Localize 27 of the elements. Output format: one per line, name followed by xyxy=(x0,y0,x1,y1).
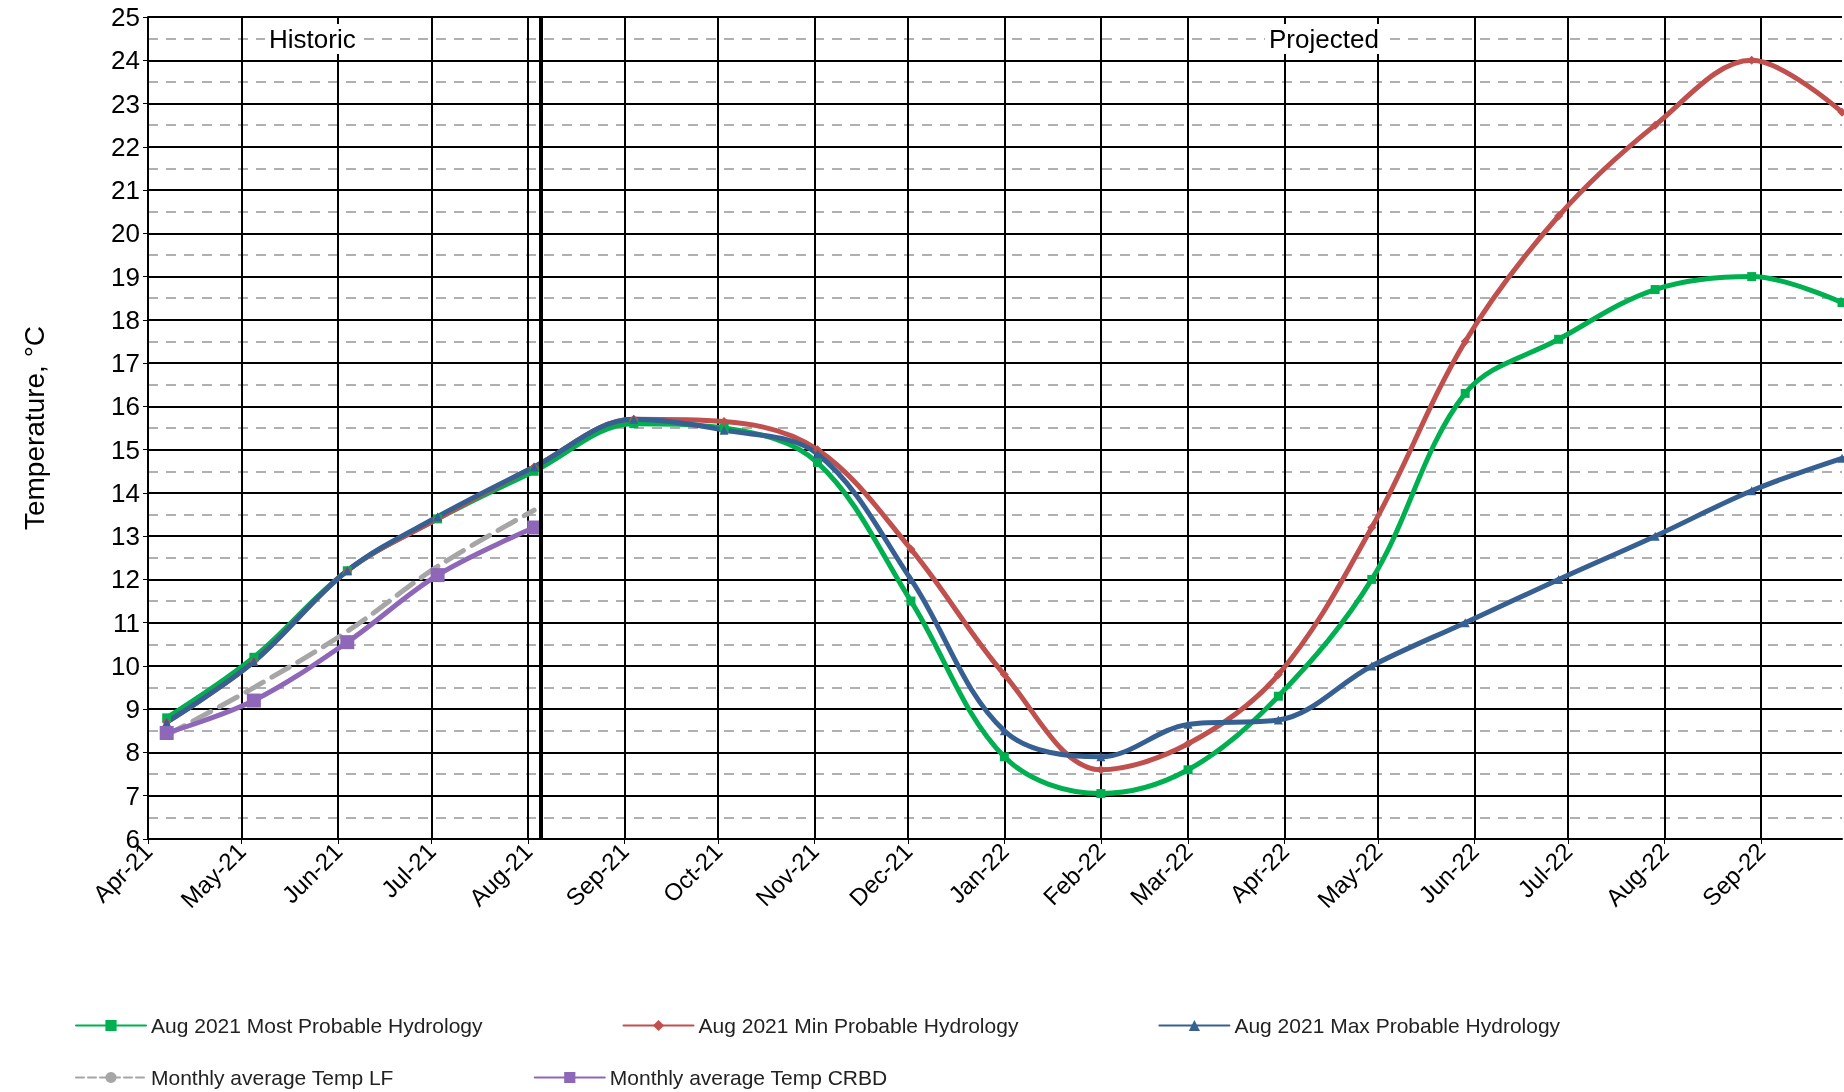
legend-label: Aug 2021 Min Probable Hydrology xyxy=(698,1014,1019,1037)
y-tick-label: 12 xyxy=(111,564,140,595)
y-tick-label: 8 xyxy=(125,737,140,768)
annotation: Historic xyxy=(269,24,356,54)
legend-label: Monthly average Temp CRBD xyxy=(609,1066,888,1089)
y-tick-label: 7 xyxy=(125,780,140,811)
y-tick-label: 24 xyxy=(111,45,140,76)
y-tick-label: 14 xyxy=(111,477,140,508)
y-tick-label: 9 xyxy=(125,694,140,725)
legend-label: Aug 2021 Max Probable Hydrology xyxy=(1234,1014,1561,1037)
y-tick-label: 19 xyxy=(111,261,140,292)
y-tick-label: 18 xyxy=(111,304,140,335)
y-tick-label: 15 xyxy=(111,434,140,465)
y-axis-title: Temperature, °C xyxy=(18,325,50,531)
y-tick-label: 22 xyxy=(111,131,140,162)
y-tick-label: 13 xyxy=(111,521,140,552)
y-tick-label: 23 xyxy=(111,88,140,119)
y-tick-label: 17 xyxy=(111,348,140,379)
legend-label: Monthly average Temp LF xyxy=(151,1066,394,1089)
y-tick-label: 25 xyxy=(111,2,140,32)
y-tick-label: 11 xyxy=(113,607,140,638)
legend-label: Aug 2021 Most Probable Hydrology xyxy=(151,1014,484,1037)
y-tick-label: 10 xyxy=(111,650,140,681)
y-tick-label: 16 xyxy=(111,391,140,422)
y-tick-label: 21 xyxy=(111,175,140,206)
annotation: Projected xyxy=(1269,24,1379,54)
y-tick-label: 20 xyxy=(111,218,140,249)
